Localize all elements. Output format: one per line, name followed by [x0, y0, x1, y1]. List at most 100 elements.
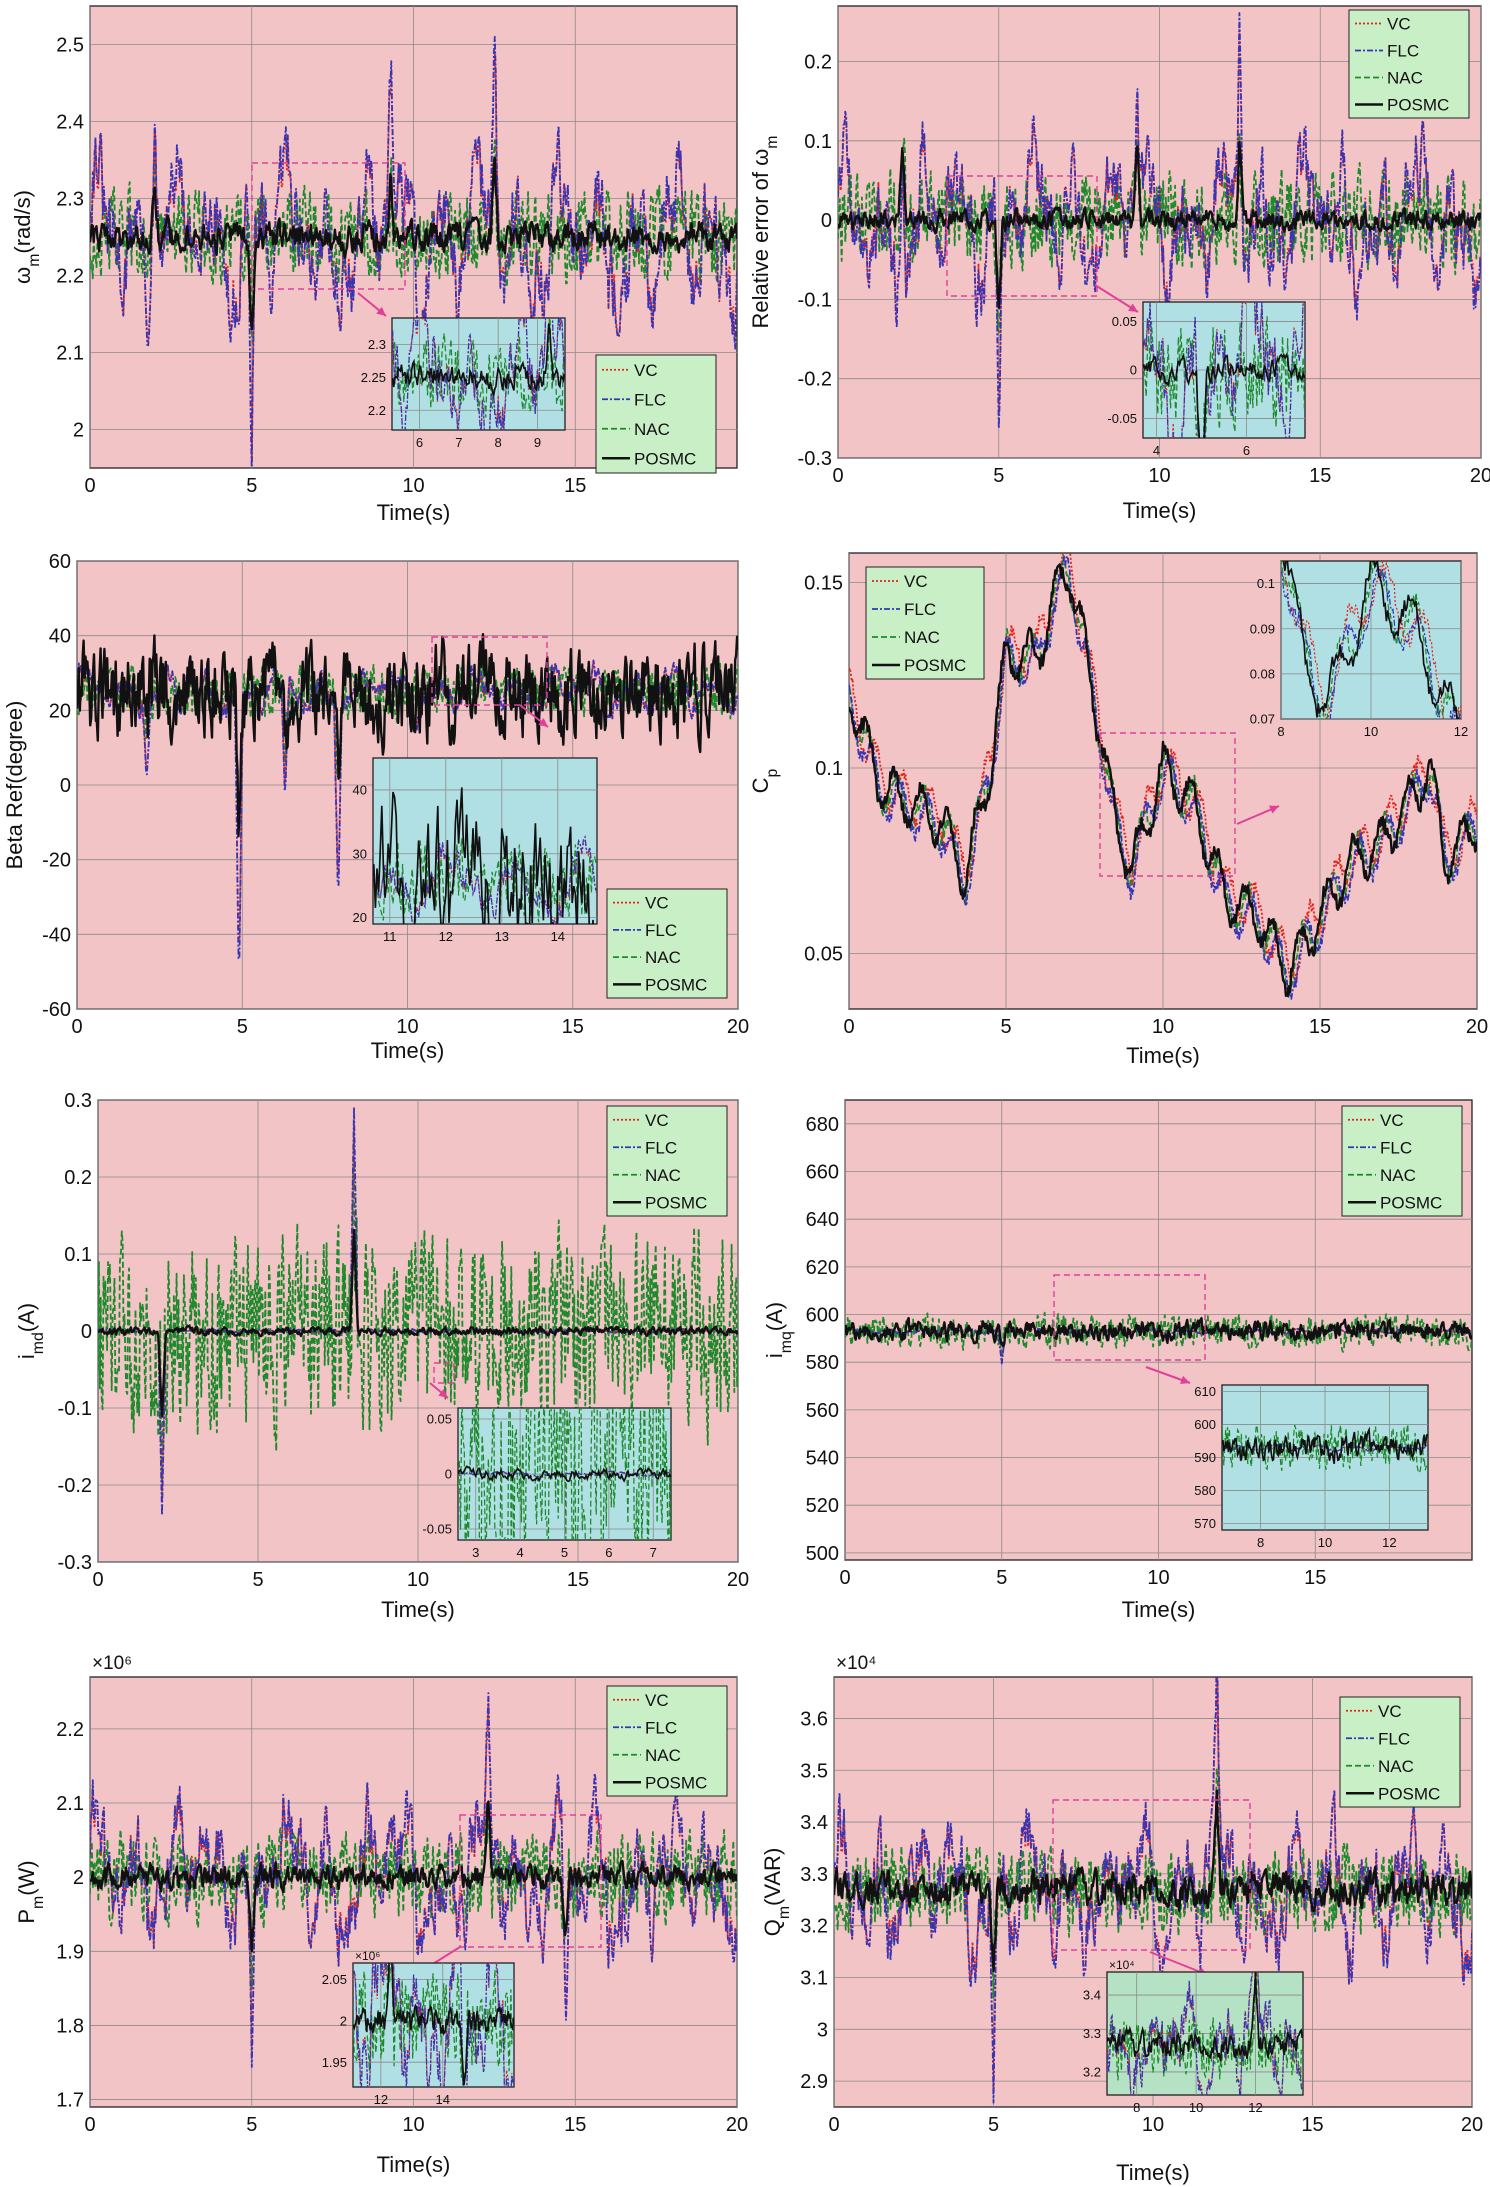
pm-ytick-label: 2	[73, 1867, 84, 1889]
beta-arrow-head	[538, 718, 548, 727]
beta-legend-label-vc: VC	[645, 894, 669, 913]
pm-xtick-label: 10	[402, 2114, 424, 2136]
rel-xtick-label: 0	[832, 465, 843, 487]
imq-arrow-head	[1180, 1375, 1190, 1385]
rel-inset-series-posmc	[1143, 352, 1305, 438]
qm-legend-label-vc: VC	[1378, 1702, 1402, 1721]
imd-inset-ytick-label: 0	[445, 1467, 452, 1482]
pm-legend: VC FLC NAC POSMC	[606, 1685, 728, 1797]
beta-inset-xtick-label: 14	[551, 929, 565, 944]
wm-ytick-label: 2.1	[56, 343, 84, 365]
cp-legend-label-vc: VC	[904, 572, 928, 591]
wm-inset-xtick-label: 6	[416, 435, 423, 450]
imq-ytick-label: 680	[806, 1114, 839, 1136]
beta-ytick-label: -60	[42, 999, 71, 1021]
beta-inset-ytick-label: 20	[353, 910, 367, 925]
rel-inset-ytick-label: 0	[1130, 363, 1137, 378]
cp-xtick-label: 20	[1466, 1016, 1488, 1038]
rel-ytick-label: 0	[821, 210, 832, 232]
imq-ytick-label: 640	[806, 1209, 839, 1231]
cp-arrow-head	[1269, 805, 1279, 814]
qm-series-group	[834, 1677, 1472, 2104]
imq-series-posmc	[845, 1316, 1472, 1348]
rel-inset-xtick-label: 4	[1153, 443, 1160, 458]
cp-ytick-label: 0.1	[815, 758, 843, 780]
rel-series-group	[838, 12, 1481, 430]
pm-ylabel: Pm(W)	[14, 1860, 47, 1923]
imq-ytick-label: 600	[806, 1305, 839, 1327]
imq-series-group	[845, 1311, 1472, 1365]
pm-xtick-label: 5	[246, 2114, 257, 2136]
qm-ytick-label: 3.2	[800, 1916, 828, 1938]
wm-zoom-region	[251, 162, 406, 290]
beta-inset-xtick-label: 11	[383, 929, 397, 944]
qm-inset-multiplier: ×10⁴	[1109, 1958, 1135, 1972]
qm-ytick-label: 2.9	[800, 2071, 828, 2093]
imd-inset-xtick-label: 7	[650, 1545, 657, 1560]
imq-inset-ytick-label: 580	[1194, 1483, 1216, 1498]
rel-legend-label-nac: NAC	[1387, 69, 1423, 88]
cp-xtick-label: 0	[843, 1016, 854, 1038]
pm-legend-label-flc: FLC	[645, 1718, 677, 1737]
beta-xtick-label: 15	[562, 1016, 584, 1038]
beta-inset-xtick-label: 12	[439, 929, 453, 944]
beta-legend-label-posmc: POSMC	[645, 975, 707, 994]
rel-ylabel: Relative error of ωm	[748, 136, 781, 329]
cp-zoom-region	[1099, 732, 1236, 877]
qm-xtick-label: 5	[988, 2114, 999, 2136]
imd-ytick-label: -0.2	[58, 1475, 92, 1497]
pm-ytick-label: 2.2	[56, 1719, 84, 1741]
imd-legend-label-flc: FLC	[645, 1138, 677, 1157]
imq-inset: 8 10 12 570 580 590 600 610	[1194, 1384, 1429, 1550]
imq-legend-box	[1341, 1105, 1463, 1217]
imq-inset-xtick-label: 10	[1318, 1535, 1332, 1550]
imq-inset-series-group	[1222, 1423, 1428, 1474]
beta-inset-series-posmc	[373, 787, 594, 924]
cp-inset-ytick-label: 0.08	[1250, 666, 1275, 681]
qm-zoom-arrow	[1149, 1951, 1209, 1976]
imq-inset-ytick-label: 570	[1194, 1516, 1216, 1531]
rel-ytick-label: -0.2	[798, 369, 832, 391]
pm-zoom-region	[459, 1814, 602, 1948]
wm-series-flc	[90, 35, 737, 468]
cp-inset-xtick-label: 12	[1454, 724, 1468, 739]
qm-xtick-label: 0	[828, 2114, 839, 2136]
wm-inset-series-posmc	[392, 323, 565, 399]
beta-legend-label-flc: FLC	[645, 921, 677, 940]
qm-zoom-region	[1052, 1799, 1251, 1951]
beta-zoom-region	[431, 636, 548, 706]
rel-legend-label-vc: VC	[1387, 15, 1411, 34]
imq-zoom-region	[1053, 1274, 1206, 1361]
pm-inset-ytick-label: 2	[340, 2013, 347, 2028]
cp-inset-ytick-label: 0.09	[1250, 621, 1275, 636]
imd-xlabel: Time(s)	[381, 1597, 455, 1622]
rel-inset-ytick-label: -0.05	[1107, 411, 1137, 426]
imq-inset-xtick-label: 12	[1382, 1535, 1396, 1550]
wm-legend-label-posmc: POSMC	[634, 449, 696, 468]
pm-xlabel: Time(s)	[377, 2152, 451, 2177]
wm-inset: 6 7 8 9 2.2 2.25 2.3	[361, 317, 566, 450]
cp-series-flc	[849, 555, 1477, 1000]
chart-qm: 0 5 10 15 20 2.9 3 3.1 3.2 3.3 3.4 3.5 3.6 Qm(VAR) Tim…	[760, 1653, 1483, 2185]
chart-imd: 0 5 10 15 20 -0.3 -0.2 -0.1 0 0.1 0.2 0.3 imd(A) Time…	[14, 1090, 749, 1622]
beta-inset-series-flc	[373, 834, 597, 924]
wm-xlabel: Time(s)	[377, 500, 451, 525]
imd-inset-xtick-label: 4	[517, 1545, 524, 1560]
beta-inset: 11 12 13 14 20 30 40	[353, 757, 598, 944]
cp-legend-box	[865, 566, 985, 680]
qm-series-nac	[834, 1767, 1472, 1999]
imq-inset-xtick-label: 8	[1257, 1535, 1264, 1550]
qm-ytick-label: 3	[817, 2019, 828, 2041]
rel-inset-series-group	[1143, 302, 1305, 438]
imd-series-group	[98, 1106, 738, 1517]
rel-inset-ytick-label: 0.05	[1112, 314, 1137, 329]
imq-legend: VC FLC NAC POSMC	[1341, 1105, 1463, 1217]
wm-arrow-head	[376, 306, 386, 316]
cp-legend-label-nac: NAC	[904, 628, 940, 647]
chart-rel: 0 5 10 15 20 -0.3 -0.2 -0.1 0 0.1 0.2 Relative erro…	[748, 5, 1490, 523]
beta-series-posmc	[77, 633, 738, 838]
wm-inset-xtick-label: 7	[455, 435, 462, 450]
imd-legend-label-nac: NAC	[645, 1166, 681, 1185]
cp-legend-label-flc: FLC	[904, 600, 936, 619]
pm-series-nac	[90, 1808, 737, 1989]
